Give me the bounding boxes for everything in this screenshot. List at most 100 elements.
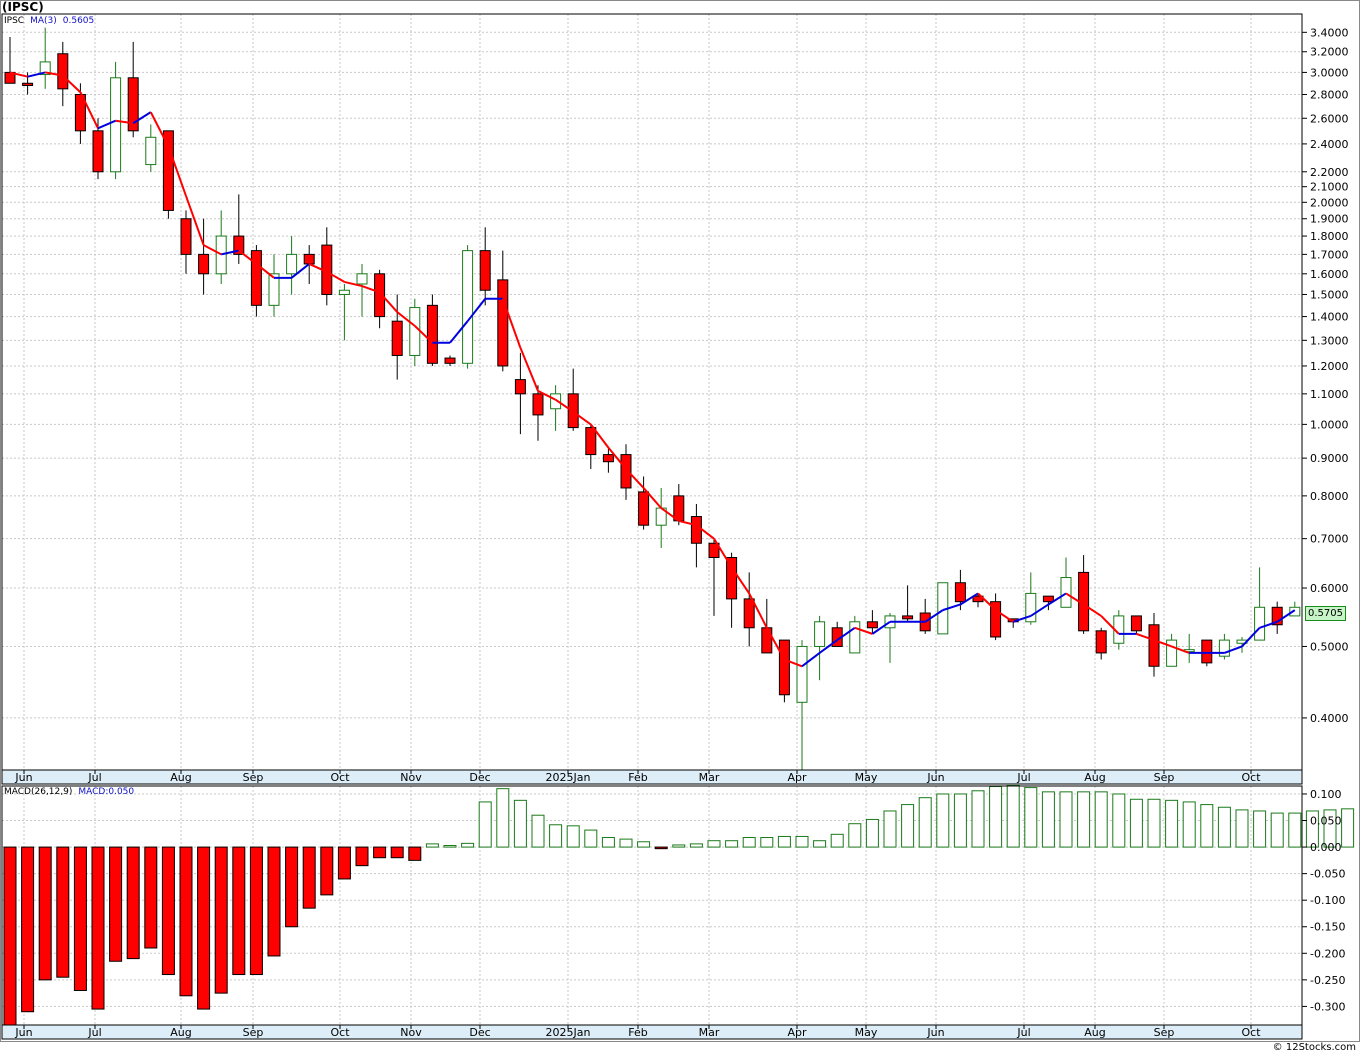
macd-bar <box>1041 791 1055 848</box>
price-tick-label: 0.7000 <box>1310 533 1349 546</box>
macd-bar <box>390 846 404 859</box>
macd-bar <box>742 837 756 848</box>
price-tick-label: 1.5000 <box>1310 288 1349 301</box>
macd-tick-label: -0.150 <box>1310 921 1345 934</box>
ma3-segment <box>836 626 856 641</box>
month-label: Aug <box>170 1026 191 1039</box>
price-tick-label: 3.0000 <box>1310 66 1349 79</box>
price-tick-label: 1.8000 <box>1310 230 1349 243</box>
ma3-segment <box>132 111 152 125</box>
month-label: Jul <box>87 1026 101 1039</box>
ma3-segment <box>784 658 803 668</box>
month-label: Aug <box>1084 1026 1105 1039</box>
ma3-segment <box>819 639 838 654</box>
macd-bar <box>443 844 457 848</box>
macd-bar <box>214 846 228 994</box>
ma3-segment <box>414 325 434 344</box>
price-tick-label: 1.6000 <box>1310 268 1349 281</box>
price-tick-label: 0.5000 <box>1310 640 1349 653</box>
macd-bar <box>408 846 422 861</box>
macd-bar <box>197 846 211 1010</box>
ma3-segment <box>1065 592 1085 606</box>
macd-bar <box>725 840 739 848</box>
ma3-segment <box>695 524 715 540</box>
month-label: Aug <box>170 771 191 784</box>
ma3-segment <box>713 538 733 568</box>
candle-body <box>110 77 122 173</box>
candle-body <box>22 82 34 86</box>
candle-body <box>145 136 157 166</box>
price-tick-label: 0.4000 <box>1310 712 1349 725</box>
ma3-segment <box>977 592 997 611</box>
macd-tick-label: -0.100 <box>1310 894 1345 907</box>
candle-body <box>92 130 104 173</box>
month-label: Oct <box>1241 771 1261 784</box>
macd-tick-label: 0.050 <box>1310 815 1342 828</box>
candle-body <box>286 253 298 275</box>
ma3-segment <box>115 119 134 125</box>
price-tick-label: 0.6000 <box>1310 582 1349 595</box>
macd-bar <box>38 846 52 981</box>
month-label: 2025Jan <box>546 771 591 784</box>
ma3-segment <box>203 244 222 256</box>
price-tick-label: 0.9000 <box>1310 452 1349 465</box>
macd-bar <box>989 786 1003 848</box>
price-tick-label: 1.2000 <box>1310 360 1349 373</box>
candle-body <box>338 289 350 295</box>
macd-bar <box>1077 791 1091 848</box>
month-axis-band <box>1 1024 1303 1040</box>
ma3-segment <box>1030 603 1049 617</box>
candle-body <box>444 357 456 364</box>
macd-bar <box>971 790 985 848</box>
macd-bar <box>918 797 932 848</box>
ma3-segment <box>871 620 891 635</box>
macd-bar <box>1129 798 1143 848</box>
ma3-segment <box>1224 645 1243 654</box>
month-label: Oct <box>330 771 350 784</box>
ma3-segment <box>959 592 979 606</box>
month-label: Feb <box>628 771 647 784</box>
ma3-segment <box>607 446 627 470</box>
macd-bar <box>953 793 967 848</box>
macd-tick-label: -0.050 <box>1310 868 1345 881</box>
ma3-segment <box>995 609 1014 623</box>
ma3-segment <box>1047 592 1067 606</box>
month-label: Aug <box>1084 771 1105 784</box>
macd-bar <box>1323 809 1337 848</box>
macd-tick-label: 0.000 <box>1310 841 1342 854</box>
ma3-segment <box>801 652 821 668</box>
price-tick-label: 2.1000 <box>1310 181 1349 194</box>
ma3-segment <box>537 390 557 401</box>
macd-bar <box>302 846 316 909</box>
candle-body <box>409 307 421 356</box>
month-axis-bands: Jun Jul Aug Sep Oct Nov Dec 2025Jan Feb Mar Apr May… <box>1 769 1303 1040</box>
candle-body <box>761 627 773 654</box>
candle-body <box>778 639 790 696</box>
month-label: Mar <box>699 1026 720 1039</box>
macd-bar <box>830 833 844 848</box>
candle-body <box>1271 606 1283 626</box>
last-price-tag: 0.5705 <box>1305 606 1346 621</box>
macd-bar <box>707 840 721 848</box>
macd-bar <box>1341 808 1355 848</box>
price-legend: IPSC MA(3) 0.5605 <box>4 16 94 26</box>
candle-body <box>585 427 597 456</box>
price-tick-label: 3.4000 <box>1310 26 1349 39</box>
ma3-segment <box>62 74 82 93</box>
month-label: Sep <box>243 771 264 784</box>
ma3-segment <box>572 410 592 426</box>
macd-bar <box>109 846 123 962</box>
macd-bar <box>584 829 598 848</box>
ma3-segment <box>1241 627 1261 648</box>
ma3-segment <box>730 566 751 594</box>
macd-bar <box>795 835 809 848</box>
macd-bar <box>1094 791 1108 848</box>
ma3-segment <box>1259 620 1278 629</box>
candle-body <box>990 601 1002 638</box>
macd-bar <box>1165 799 1179 848</box>
ma3-segment <box>220 249 240 256</box>
month-label: Oct <box>330 1026 350 1039</box>
price-tick-label: 2.6000 <box>1310 112 1349 125</box>
macd-bar <box>478 801 492 848</box>
